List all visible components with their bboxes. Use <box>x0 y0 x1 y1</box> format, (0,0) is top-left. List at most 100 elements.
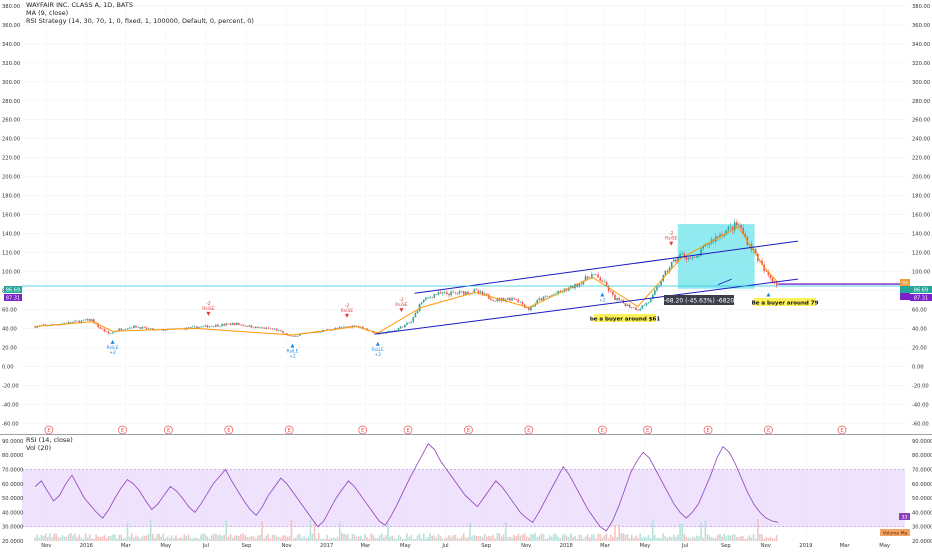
time-axis-label: Mar <box>600 543 611 549</box>
volume-bar <box>704 520 707 541</box>
volume-bar <box>500 536 503 541</box>
rsi-legend[interactable]: RSI (14, close) <box>26 436 73 444</box>
volume-bar <box>301 537 303 541</box>
volume-bar <box>97 536 99 541</box>
volume-bar <box>248 536 251 541</box>
candle-down <box>614 294 616 301</box>
earnings-marker-label: E <box>167 428 170 434</box>
rsi-last-value-badge <box>899 513 910 520</box>
ma-line <box>35 226 779 336</box>
volume-bar <box>246 536 249 541</box>
candle-down <box>456 292 459 294</box>
candle-up <box>641 305 644 309</box>
volume-bar <box>740 535 742 541</box>
candle-up <box>645 302 648 306</box>
time-axis-label: Mar <box>121 543 132 549</box>
volume-bar <box>149 519 152 541</box>
volume-bar <box>147 533 150 541</box>
strategy-legend[interactable]: RSI Strategy (14, 30, 70, 1, 0, fixed, 1… <box>26 17 254 25</box>
volume-bar <box>454 534 457 541</box>
volume-bar <box>458 538 461 541</box>
candle-down <box>317 332 320 333</box>
candle-down <box>70 321 72 323</box>
candle-up <box>570 285 572 288</box>
price-axis-label-right: 220.00 <box>912 156 930 162</box>
volume-bar <box>635 535 637 541</box>
candle-up <box>719 234 721 238</box>
volume-bar <box>433 535 436 541</box>
volume-legend[interactable]: Vol (20) <box>26 444 52 452</box>
candle-down <box>139 327 141 329</box>
annotation-buyer-61[interactable]: be a buyer around $61 <box>590 317 661 323</box>
right-price-badge-top-text: 86.69 <box>914 288 928 294</box>
earnings-marker-label: E <box>601 428 604 434</box>
volume-bar <box>252 536 255 541</box>
candle-up <box>299 334 301 336</box>
volume-bar <box>166 536 169 541</box>
candle-down <box>252 327 255 329</box>
price-axis-label-left: -40.00 <box>2 402 19 408</box>
candle-down <box>624 303 627 307</box>
volume-bar <box>565 535 568 541</box>
volume-bar <box>240 534 242 541</box>
volume-bar <box>477 536 480 541</box>
volume-bar <box>374 538 377 541</box>
candle-up <box>221 324 223 327</box>
symbol-title[interactable]: WAYFAIR INC. CLASS A, 1D, BATS <box>26 1 133 9</box>
volume-bar <box>406 533 408 541</box>
volume-bar <box>731 534 734 541</box>
volume-bar <box>404 538 406 541</box>
earnings-marker-label: E <box>227 428 230 434</box>
volume-bar <box>538 535 541 541</box>
volume-bar <box>212 533 215 541</box>
volume-bar <box>130 533 133 541</box>
annotation-buyer-61-bg <box>594 314 656 322</box>
candle-down <box>765 271 768 272</box>
candle-up <box>427 297 429 299</box>
volume-bar <box>208 538 211 541</box>
candle-up <box>91 319 93 321</box>
volume-bar <box>628 538 631 541</box>
candle-up <box>395 330 398 331</box>
measure-label-bg <box>664 295 734 305</box>
volume-bar <box>91 538 93 541</box>
candle-down <box>34 326 36 328</box>
candle-down <box>515 299 518 300</box>
long-signal-qty: +2 <box>599 297 606 303</box>
candle-down <box>212 326 215 327</box>
candle-up <box>215 324 217 327</box>
candle-down <box>475 289 478 291</box>
candle-down <box>544 296 547 298</box>
long-signal-arrow <box>110 339 115 344</box>
candle-up <box>708 243 711 245</box>
volume-bar <box>223 534 226 541</box>
volume-bar <box>431 535 433 541</box>
volume-bar <box>133 537 135 541</box>
candle-up <box>473 289 476 293</box>
candle-down <box>101 328 104 330</box>
ma-legend[interactable]: MA (9, close) <box>26 9 69 17</box>
candle-up <box>202 326 204 327</box>
earnings-marker-label: E <box>361 428 364 434</box>
candle-up <box>112 332 114 334</box>
volume-bar <box>263 538 265 541</box>
candle-up <box>164 330 167 331</box>
volume-bar <box>658 537 660 541</box>
volume-bar <box>38 537 41 541</box>
volume-bar <box>775 534 778 541</box>
volume-bar <box>164 538 167 541</box>
volume-bar <box>511 537 513 541</box>
rsi-axis-label-right: 60.0000 <box>912 482 932 488</box>
volume-bar <box>359 535 362 541</box>
time-axis-label: May <box>640 543 651 549</box>
right-price-badge-orange <box>900 279 910 286</box>
earnings-marker-label: E <box>121 428 124 434</box>
volume-bar <box>59 537 62 541</box>
volume-bar <box>65 537 68 541</box>
annotation-buyer-79[interactable]: Be a buyer around 79 <box>752 301 819 307</box>
price-axis-label-left: 300.00 <box>2 80 20 86</box>
candle-up <box>399 326 402 329</box>
candle-down <box>467 291 469 294</box>
volume-bar <box>261 521 263 541</box>
